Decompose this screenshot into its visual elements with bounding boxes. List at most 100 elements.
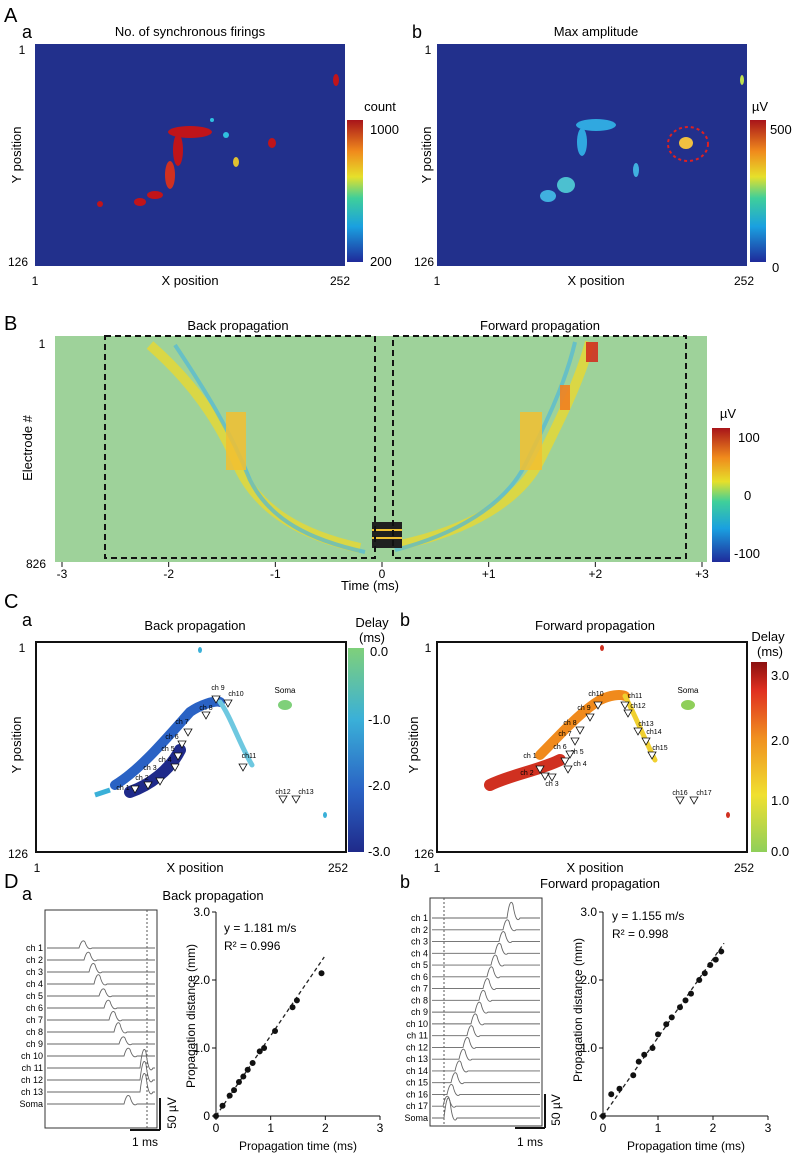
trace-label: ch 10: [406, 1019, 428, 1029]
trace-line: [47, 1073, 155, 1095]
a-b-cbar-bottom: 0: [772, 260, 779, 275]
b-xtick-label: 0: [379, 567, 386, 581]
y-tick-label: 0: [203, 1109, 210, 1123]
channel-marker-icon: [130, 785, 140, 794]
delay-map-back: [35, 641, 347, 853]
trace-label: ch 7: [26, 1015, 43, 1025]
data-point: [256, 1048, 263, 1055]
trace-label: ch 13: [21, 1087, 43, 1097]
panel-c-letter: C: [4, 591, 18, 613]
c-b-cbar-title2: (ms): [757, 644, 783, 659]
data-point: [688, 990, 694, 997]
data-point: [608, 1091, 615, 1098]
channel-label: ch14: [646, 729, 661, 736]
data-point: [663, 1021, 670, 1028]
channel-label: ch 4: [158, 757, 171, 764]
a-a-cbar-top: 1000: [370, 122, 399, 137]
channel-label: ch12: [275, 789, 290, 796]
channel-label: ch13: [298, 789, 313, 796]
c-a-ymin: 1: [19, 641, 26, 655]
trace-line: [432, 901, 540, 921]
trace-label: ch 17: [406, 1101, 428, 1111]
data-point: [707, 962, 714, 969]
channel-marker-icon: [223, 699, 233, 708]
trace-label: ch 12: [21, 1075, 43, 1085]
delay-map-forward: [436, 641, 748, 853]
y-tick-label: 2.0: [193, 973, 210, 987]
channel-label: ch11: [628, 693, 643, 700]
trace-label: ch 6: [26, 1003, 43, 1013]
data-point: [261, 1045, 268, 1051]
panel-a-a: a No. of synchronous firings Y position …: [8, 22, 399, 288]
panel-a-b: b Max amplitude Y position 1 126 1 252 X…: [412, 22, 792, 288]
panel-c-a-title: Back propagation: [144, 618, 245, 633]
c-b-cbar-title1: Delay: [751, 629, 785, 644]
trace-line: [432, 1025, 540, 1038]
channel-marker-icon: [540, 772, 550, 781]
trace-line: [432, 1001, 540, 1014]
trace-line: [432, 1036, 540, 1049]
y-tick-label: 3.0: [580, 905, 597, 919]
panel-b-cbar-unit: µV: [720, 406, 736, 421]
channel-marker-icon: [170, 763, 180, 772]
data-point: [289, 1004, 296, 1011]
trace-label: ch 1: [26, 943, 43, 953]
trace-line: [432, 919, 540, 932]
a-a-ylabel: Y position: [9, 127, 24, 184]
c-b-cbar-0: 3.0: [771, 668, 789, 683]
data-point: [235, 1079, 242, 1085]
trace-line: [47, 951, 155, 962]
trace-label: ch 8: [411, 995, 428, 1005]
channel-label: ch10: [228, 691, 243, 698]
channel-label: ch12: [630, 703, 645, 710]
trace-line: [47, 999, 155, 1010]
b-xtick-label: -3: [57, 567, 68, 581]
panel-b-xticks: -3 -2 -1 0 +1 +2 +3: [57, 562, 709, 581]
panel-a-b-sub: b: [412, 22, 422, 42]
d-a-scale-volt: 50 µV: [165, 1097, 179, 1129]
c-b-ymin: 1: [425, 641, 432, 655]
forward-traces: ch 1 ch 2 ch 3ch 4 ch 5 ch 6 ch 7ch 8 ch 9 ch 1…: [404, 901, 540, 1123]
x-tick-label: 1: [267, 1121, 274, 1135]
a-b-ymin: 1: [425, 43, 432, 57]
trace-line: [47, 1061, 155, 1083]
channel-marker-icon: [641, 737, 651, 746]
trace-label: ch 3: [26, 967, 43, 977]
a-a-ymin: 1: [19, 43, 26, 57]
trace-line: [47, 988, 155, 998]
hotspots-b: [540, 75, 744, 202]
y-tick-label: 1.0: [580, 1041, 597, 1055]
panel-b-letter: B: [4, 313, 17, 335]
a-b-cbar-unit: µV: [752, 99, 768, 114]
channel-marker-icon: [570, 737, 580, 746]
a-a-colorbar: [347, 120, 363, 262]
channel-marker-icon: [201, 711, 211, 720]
data-point: [272, 1028, 279, 1034]
data-point: [641, 1051, 648, 1058]
trace-label: ch 16: [406, 1089, 428, 1099]
trace-line: [47, 940, 155, 950]
data-point: [655, 1031, 661, 1038]
channel-marker-icon: [278, 795, 288, 804]
back-traces: ch 1 ch 2 ch 3 ch 4 ch 5 ch 6 ch 7 ch 8 ch 9 ch 1…: [19, 940, 155, 1109]
c-a-ymax: 126: [8, 847, 28, 861]
trace-line: [432, 1084, 540, 1096]
channel-marker-icon: [560, 757, 570, 766]
c-a-xmax: 252: [328, 861, 348, 875]
trace-label: ch 7: [411, 984, 428, 994]
d-b-r2: R² = 0.998: [612, 927, 669, 941]
trace-label: ch 2: [26, 955, 43, 965]
trace-label: ch 4: [26, 979, 43, 989]
data-point: [226, 1092, 233, 1099]
a-b-xmin: 1: [434, 274, 441, 288]
channel-label: ch 7: [175, 719, 188, 726]
x-tick-label: 3: [377, 1121, 384, 1135]
hotspots-a: [97, 74, 339, 207]
trace-label: ch 11: [407, 1031, 428, 1041]
d-a-ylabel: Propagation distance (mm): [184, 944, 198, 1088]
trace-line: [47, 1049, 155, 1071]
trace-line: [47, 962, 155, 974]
channel-marker-icon: [593, 701, 603, 710]
y-tick-label: 2.0: [580, 973, 597, 987]
trace-label: ch 5: [411, 960, 428, 970]
